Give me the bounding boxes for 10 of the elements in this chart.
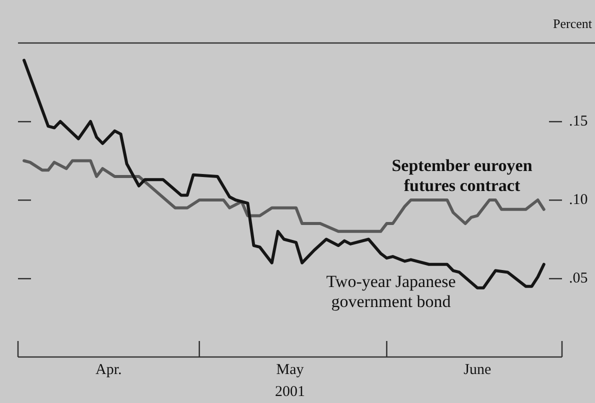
x-axis-title: 2001 [275, 384, 305, 400]
y-tick-label: .10 [569, 192, 588, 208]
series-label: Two-year Japanese government bond [325, 272, 457, 312]
x-tick-label: Apr. [96, 362, 122, 378]
y-tick-label: .15 [569, 113, 588, 130]
series-label: September euroyen futures contract [390, 156, 534, 196]
y-axis-title: Percent [553, 16, 592, 32]
x-tick-label: May [276, 362, 304, 378]
x-tick-label: June [464, 362, 492, 378]
y-tick-label: .05 [569, 270, 588, 286]
